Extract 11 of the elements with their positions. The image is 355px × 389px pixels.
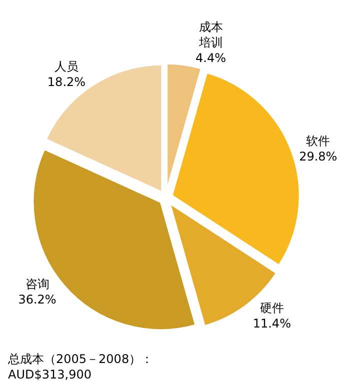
data-label: 18.2%	[47, 75, 86, 90]
data-label: 36.2%	[18, 292, 56, 307]
slice-label: 人员	[54, 59, 78, 74]
slice-label: 咨询	[25, 276, 50, 291]
data-label: 4.4%	[196, 51, 226, 66]
text: 总成本（2005－2008）： AUD$313,900	[7, 352, 154, 382]
slice-label: 软件	[306, 134, 330, 148]
data-label: 29.8%	[299, 150, 338, 164]
data-label: 11.4%	[252, 316, 291, 331]
slice-label: 硬件	[260, 300, 284, 315]
slice-label: 成本培训	[198, 20, 223, 50]
